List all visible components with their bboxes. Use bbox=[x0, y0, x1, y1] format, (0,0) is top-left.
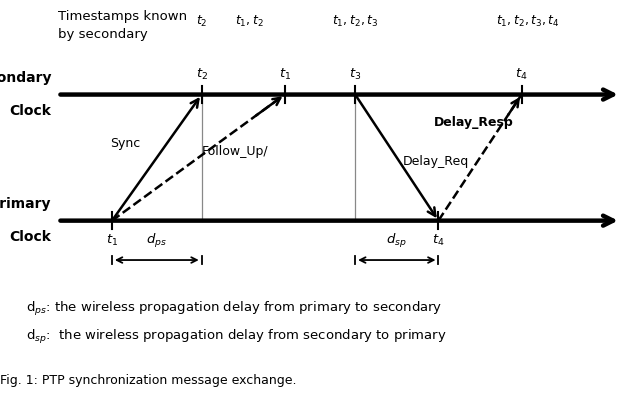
Text: $t_2$: $t_2$ bbox=[196, 67, 207, 82]
Text: Timestamps known
by secondary: Timestamps known by secondary bbox=[58, 10, 187, 41]
Text: $t_1, t_2$: $t_1, t_2$ bbox=[236, 14, 264, 29]
Text: $t_3$: $t_3$ bbox=[349, 67, 362, 82]
Text: d$_{ps}$: the wireless propagation delay from primary to secondary: d$_{ps}$: the wireless propagation delay… bbox=[26, 300, 442, 318]
Text: $d_{sp}$: $d_{sp}$ bbox=[387, 232, 407, 250]
Text: $t_1$: $t_1$ bbox=[278, 67, 291, 82]
Text: Delay_Resp: Delay_Resp bbox=[434, 116, 513, 128]
Text: $t_4$: $t_4$ bbox=[432, 233, 445, 248]
Text: $t_2$: $t_2$ bbox=[196, 14, 207, 29]
Text: $t_1, t_2, t_3$: $t_1, t_2, t_3$ bbox=[332, 14, 378, 29]
Text: $t_1, t_2, t_3, t_4$: $t_1, t_2, t_3, t_4$ bbox=[496, 14, 560, 29]
Text: Clock: Clock bbox=[10, 230, 51, 245]
Text: Secondary: Secondary bbox=[0, 71, 51, 85]
Text: Follow_Up/: Follow_Up/ bbox=[202, 145, 268, 158]
Text: $t_1$: $t_1$ bbox=[106, 233, 118, 248]
Text: Clock: Clock bbox=[10, 104, 51, 119]
Text: $d_{ps}$: $d_{ps}$ bbox=[147, 232, 167, 250]
Text: d$_{sp}$:  the wireless propagation delay from secondary to primary: d$_{sp}$: the wireless propagation delay… bbox=[26, 328, 446, 346]
Text: Delay_Req: Delay_Req bbox=[403, 155, 470, 168]
Text: $t_4$: $t_4$ bbox=[515, 67, 528, 82]
Text: Primary: Primary bbox=[0, 197, 51, 211]
Text: Sync: Sync bbox=[111, 138, 141, 150]
Text: Fig. 1: PTP synchronization message exchange.: Fig. 1: PTP synchronization message exch… bbox=[0, 374, 296, 387]
